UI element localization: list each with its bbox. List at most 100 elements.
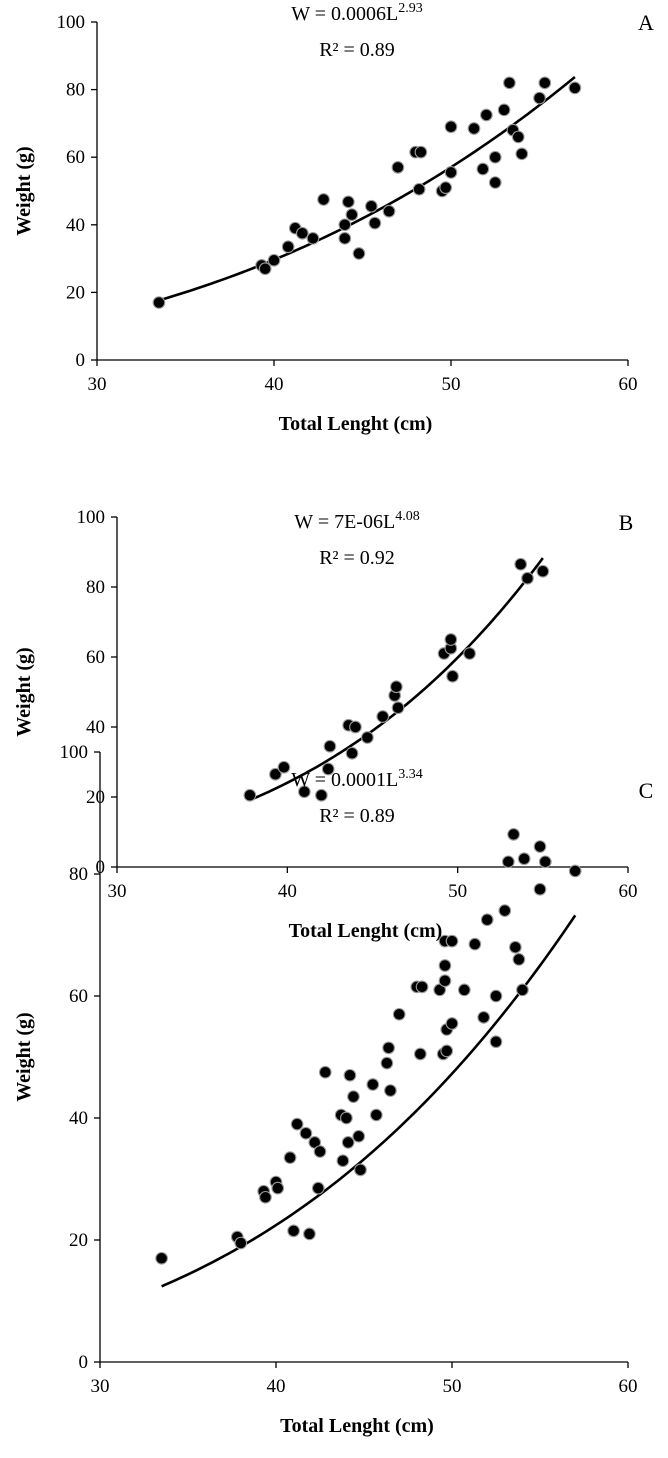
data-point [476, 162, 490, 176]
data-point [480, 108, 493, 122]
data-point [369, 1108, 383, 1122]
data-point [283, 1151, 297, 1164]
data-point [306, 231, 320, 245]
y-tick-label: 60 [69, 986, 88, 1007]
data-point [391, 160, 405, 174]
data-point [361, 731, 374, 744]
data-point [521, 571, 534, 585]
x-tick-label: 50 [442, 374, 461, 395]
panel-letter: B [619, 510, 634, 535]
chart-panel-c: 0 20 40 60 80 100 30 40 50 60 Total Lenght (cm) Wei… [13, 742, 653, 1437]
data-point [489, 989, 503, 1003]
data-point [457, 983, 471, 997]
y-axis-title: Weight (g) [13, 647, 35, 736]
data-point [352, 1129, 366, 1143]
x-tick-label: 60 [619, 374, 638, 395]
data-point [439, 181, 453, 194]
data-point [323, 739, 337, 753]
fit-equation: W = 0.0001L3.34 [291, 767, 423, 791]
data-point [515, 147, 529, 161]
x-tick-label: 50 [443, 1376, 462, 1397]
data-point [318, 1065, 332, 1079]
data-point [413, 1047, 427, 1061]
fit-curve [158, 75, 576, 302]
data-point [341, 1136, 355, 1149]
data-point [315, 788, 328, 802]
data-point [321, 762, 335, 776]
data-point [568, 864, 582, 878]
x-axis-title: Total Lenght (cm) [279, 413, 433, 435]
x-tick-label: 50 [448, 881, 467, 902]
data-point [489, 1035, 503, 1049]
y-tick-label: 100 [77, 507, 106, 528]
data-point [444, 120, 458, 134]
y-tick-label: 80 [66, 80, 85, 101]
fit-equation: W = 7E-06L4.08 [294, 509, 419, 533]
data-point [290, 1117, 304, 1131]
data-point [445, 934, 459, 948]
data-point [467, 122, 481, 135]
x-axis-title: Total Lenght (cm) [280, 1415, 434, 1437]
r-squared-label: R² = 0.89 [319, 39, 395, 61]
panel-letter: A [638, 10, 654, 35]
y-tick-label: 0 [76, 350, 86, 371]
data-point [444, 633, 458, 646]
x-axis-title: Total Lenght (cm) [289, 920, 443, 942]
chart-panel-a: 0 20 40 60 80 100 30 40 50 60 Total Lenght (cm) Wei… [13, 1, 654, 435]
data-point [368, 216, 382, 230]
data-point [352, 247, 366, 260]
y-tick-label: 80 [69, 864, 88, 885]
data-point [349, 720, 362, 734]
data-point [463, 647, 476, 660]
data-point [438, 974, 452, 988]
fit-equation-exponent: 3.34 [398, 767, 423, 782]
fit-equation: W = 0.0006L2.93 [291, 1, 423, 25]
data-point [347, 1090, 360, 1103]
x-tick-label: 40 [278, 881, 297, 902]
x-tick-label: 30 [108, 881, 127, 902]
data-point [503, 76, 516, 90]
data-point [440, 1044, 454, 1058]
data-point [303, 1227, 316, 1241]
data-point [480, 913, 494, 927]
data-point [477, 1010, 491, 1024]
x-tick-label: 60 [619, 1376, 638, 1397]
data-point [497, 103, 511, 117]
y-tick-label: 100 [57, 12, 86, 33]
data-point [311, 1181, 325, 1195]
data-point [533, 840, 547, 853]
y-axis-title: Weight (g) [13, 1012, 35, 1101]
data-point [343, 1068, 357, 1082]
fit-equation-exponent: 4.08 [395, 509, 420, 524]
data-point [366, 1078, 380, 1091]
data-point [354, 1163, 367, 1177]
y-tick-label: 100 [60, 742, 89, 763]
data-point [468, 937, 482, 951]
data-point [338, 231, 352, 245]
data-point [414, 145, 428, 159]
panel-letter: C [639, 778, 654, 803]
data-point [538, 76, 552, 90]
data-point [345, 208, 359, 222]
data-point [295, 226, 309, 240]
y-tick-label: 40 [86, 717, 105, 738]
y-tick-label: 20 [66, 282, 85, 303]
data-point [511, 130, 525, 144]
data-point [488, 176, 502, 189]
fit-equation-base: W = 7E-06L [294, 511, 395, 533]
data-point [389, 680, 403, 694]
data-point [338, 218, 352, 232]
fit-curve [249, 557, 544, 802]
data-point [517, 852, 531, 866]
data-point [382, 1041, 395, 1055]
r-squared-label: R² = 0.92 [319, 547, 395, 569]
data-point [336, 1154, 350, 1168]
data-point [259, 1190, 272, 1204]
data-point [536, 564, 550, 578]
data-point [516, 983, 529, 997]
y-tick-label: 60 [86, 647, 105, 668]
data-point [269, 767, 282, 781]
data-point [376, 710, 390, 723]
data-point [509, 940, 522, 954]
